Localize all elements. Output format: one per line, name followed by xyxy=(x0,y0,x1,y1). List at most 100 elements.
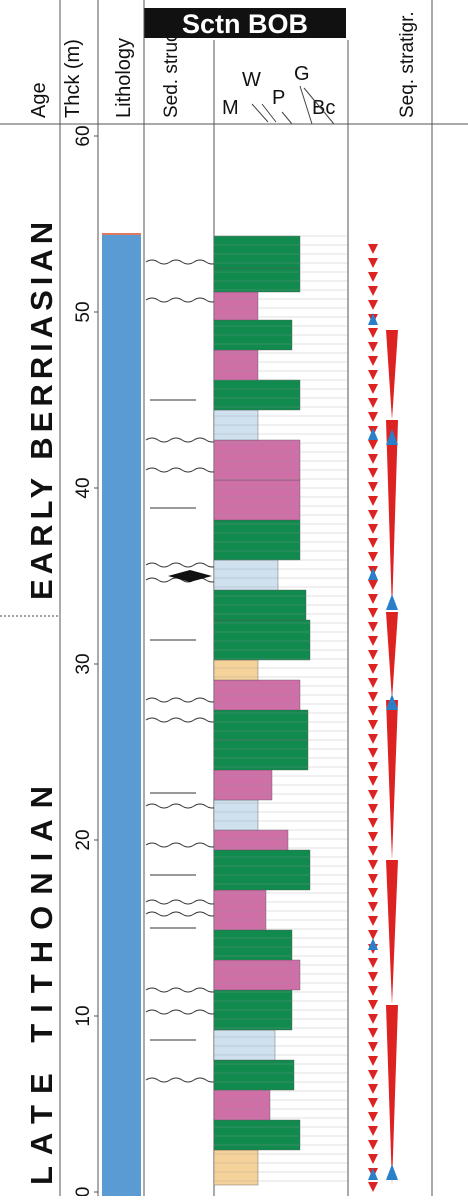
age-header: Age xyxy=(28,82,50,118)
small-transgression-triangle xyxy=(368,1168,378,1180)
sequence-stratigraphy xyxy=(368,244,398,1192)
texture-bed xyxy=(213,1089,271,1121)
sed-structure-mark xyxy=(145,562,219,568)
small-cycle-triangle xyxy=(368,818,378,828)
small-cycle-triangle xyxy=(368,1056,378,1066)
chert-nodule-mark xyxy=(168,570,212,582)
depth-tick-label: 60 xyxy=(73,125,94,146)
small-cycle-triangle xyxy=(368,804,378,814)
small-cycle-triangle xyxy=(368,622,378,632)
texture-bed xyxy=(213,349,259,381)
sed-structure-mark xyxy=(145,717,219,723)
texture-bed xyxy=(213,739,309,771)
texture-bed xyxy=(213,619,311,661)
small-cycle-triangle xyxy=(368,496,378,506)
sed-structure-mark xyxy=(145,259,219,265)
header: Sctn BOB Age Thck (m) Lithology Sed. str… xyxy=(28,8,418,125)
small-cycle-triangle xyxy=(368,286,378,296)
small-cycle-triangle xyxy=(368,370,378,380)
sedimentary-structures xyxy=(145,259,219,1083)
large-transgression-triangle xyxy=(386,694,398,710)
small-cycle-triangle xyxy=(368,1098,378,1108)
small-cycle-triangle xyxy=(368,1014,378,1024)
small-cycle-triangle xyxy=(368,454,378,464)
small-cycle-triangle xyxy=(368,664,378,674)
texture-bed xyxy=(213,439,301,481)
seq-stratigr-header: Seq. stratigr. xyxy=(397,11,418,118)
texture-beds xyxy=(213,235,348,1186)
small-cycle-triangle xyxy=(368,272,378,282)
small-cycle-triangle xyxy=(368,580,378,590)
texture-bed xyxy=(213,559,279,591)
small-cycle-triangle xyxy=(368,384,378,394)
texture-scale-lines xyxy=(251,85,335,125)
small-cycle-triangle xyxy=(368,776,378,786)
small-cycle-triangle xyxy=(368,608,378,618)
small-cycle-triangle xyxy=(368,342,378,352)
sed-structure-mark xyxy=(145,899,219,905)
small-cycle-triangle xyxy=(368,762,378,772)
small-cycle-triangle xyxy=(368,930,378,940)
small-cycle-triangle xyxy=(368,650,378,660)
sed-structure-mark xyxy=(145,697,219,703)
small-cycle-triangle xyxy=(368,482,378,492)
large-cycle-triangle xyxy=(386,1005,398,1185)
small-cycle-triangle xyxy=(368,1126,378,1136)
small-cycle-triangle xyxy=(368,538,378,548)
texture-bed xyxy=(213,829,289,851)
texture-bed xyxy=(213,849,311,891)
texture-bed xyxy=(213,1059,295,1091)
sed-struct-header-text: Sed. struct. xyxy=(161,22,182,118)
small-cycle-triangle xyxy=(368,720,378,730)
texture-bed xyxy=(213,235,301,269)
sed-structure-mark xyxy=(145,297,219,303)
small-cycle-triangle xyxy=(368,1000,378,1010)
small-cycle-triangle xyxy=(368,832,378,842)
depth-tick-label: 50 xyxy=(73,301,94,322)
small-cycle-triangle xyxy=(368,524,378,534)
depth-tick-label: 30 xyxy=(73,653,94,674)
texture-bed xyxy=(213,889,267,931)
texture-bed xyxy=(213,709,309,741)
texture-label-g: G xyxy=(294,63,310,85)
texture-label-m: M xyxy=(222,97,239,119)
texture-bed xyxy=(213,291,259,321)
small-cycle-triangle xyxy=(368,1084,378,1094)
age-early-berriasian: EARLY BERRIASIAN xyxy=(24,217,59,600)
small-cycle-triangle xyxy=(368,1042,378,1052)
title-box xyxy=(144,8,346,38)
small-cycle-triangle xyxy=(368,468,378,478)
age-late-tithonian: LATE TITHONIAN xyxy=(24,775,59,1185)
sed-struct-header: Sed. struct. xyxy=(161,22,182,118)
large-transgression-triangle xyxy=(386,1164,398,1180)
sed-structure-mark xyxy=(145,911,219,917)
small-cycle-triangle xyxy=(368,636,378,646)
section-title: Sctn BOB xyxy=(182,9,308,39)
small-cycle-triangle xyxy=(368,1140,378,1150)
small-cycle-triangle xyxy=(368,958,378,968)
small-cycle-triangle xyxy=(368,692,378,702)
depth-tick-label: 0 xyxy=(73,1187,94,1196)
small-cycle-triangle xyxy=(368,440,378,450)
large-transgression-triangle xyxy=(386,429,398,445)
depth-ticks: 0 10 20 30 40 50 60 xyxy=(73,125,98,1197)
small-cycle-triangle xyxy=(368,888,378,898)
small-transgression-triangle xyxy=(368,313,378,325)
small-cycle-triangle xyxy=(368,258,378,268)
texture-bed xyxy=(213,1029,276,1061)
small-cycle-triangle xyxy=(368,986,378,996)
seq-stratigr-header-text: Seq. stratigr. xyxy=(397,11,418,118)
sed-structure-mark xyxy=(145,577,219,583)
small-transgression-triangle xyxy=(368,938,378,950)
small-cycle-triangle xyxy=(368,552,378,562)
small-cycle-triangle xyxy=(368,916,378,926)
sed-structure-mark xyxy=(145,437,219,443)
texture-bed xyxy=(213,519,301,561)
texture-bed xyxy=(213,479,301,521)
small-cycle-triangle xyxy=(368,1154,378,1164)
large-cycle-triangle xyxy=(386,860,398,1005)
sed-structure-mark xyxy=(145,1009,219,1015)
large-cycle-triangle xyxy=(386,420,398,612)
small-cycle-triangle xyxy=(368,510,378,520)
